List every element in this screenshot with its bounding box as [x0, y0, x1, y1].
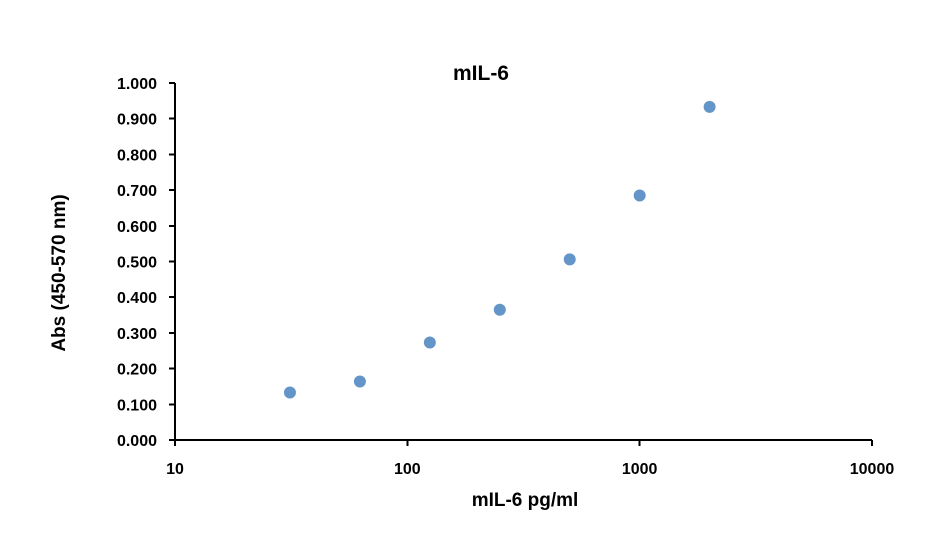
y-tick-label: 0.900 [117, 112, 157, 129]
y-tick-label: 0.400 [117, 290, 157, 307]
chart-title: mIL-6 [453, 62, 509, 85]
y-tick-label: 0.000 [117, 433, 157, 450]
y-tick-label: 0.300 [117, 326, 157, 343]
x-tick-label: 10000 [850, 461, 895, 478]
x-axis-label: mIL-6 pg/ml [472, 490, 579, 511]
y-tick-label: 0.800 [117, 147, 157, 164]
data-point [563, 253, 576, 266]
y-axis-label: Abs (450-570 nm) [49, 194, 70, 351]
x-ticks: 10 100 1000 10000 [166, 440, 894, 478]
data-point [283, 386, 296, 399]
y-tick-label: 0.100 [117, 397, 157, 414]
y-ticks: 0.000 0.100 0.200 0.300 0.400 0.500 0.600 0.700… [117, 76, 175, 450]
data-points [283, 100, 716, 399]
x-tick-label: 10 [166, 461, 184, 478]
y-tick-label: 0.700 [117, 183, 157, 200]
data-point [703, 100, 716, 113]
data-point [633, 189, 646, 202]
x-tick-label: 100 [394, 461, 421, 478]
y-tick-label: 0.200 [117, 362, 157, 379]
x-tick-label: 1000 [622, 461, 658, 478]
data-point [353, 375, 366, 388]
y-tick-label: 0.600 [117, 219, 157, 236]
data-point [423, 336, 436, 349]
y-tick-label: 0.500 [117, 255, 157, 272]
data-point [493, 303, 506, 316]
y-tick-label: 1.000 [117, 76, 157, 93]
